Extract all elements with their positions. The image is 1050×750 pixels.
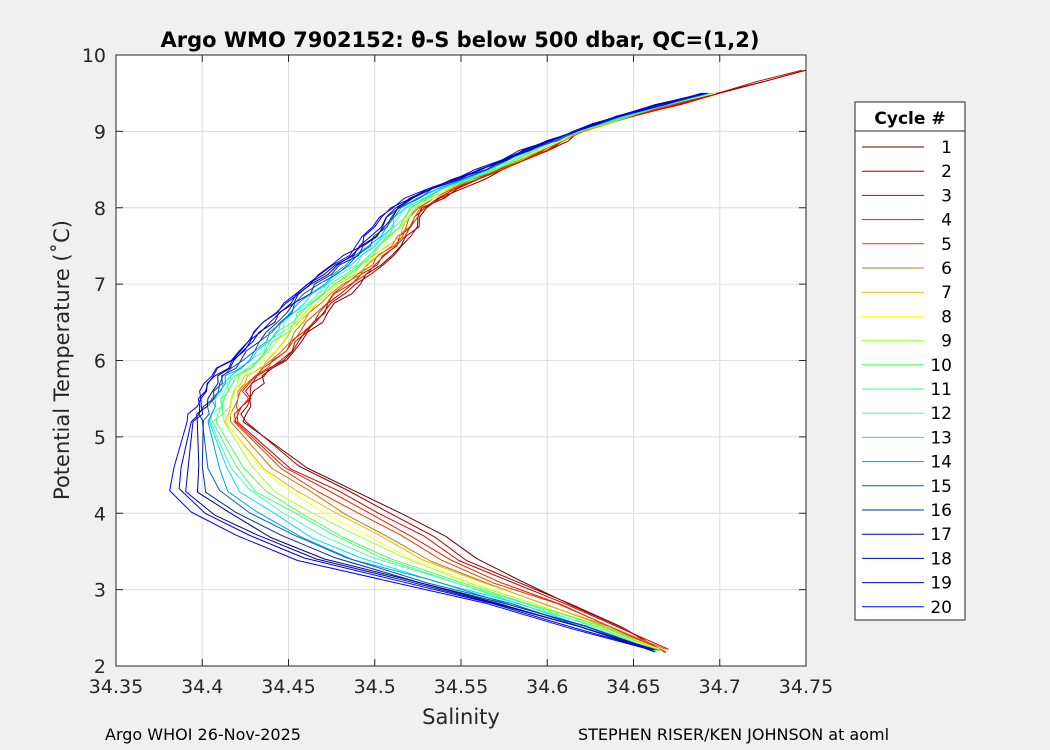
- series-line-cycle-2: [240, 69, 805, 653]
- x-tick-label: 34.65: [606, 676, 660, 698]
- series-line-cycle-20: [169, 92, 706, 650]
- series-line-cycle-5: [233, 92, 716, 651]
- legend-entry-label: 14: [930, 453, 952, 473]
- legend-entry-label: 13: [930, 428, 952, 448]
- x-tick-label: 34.35: [89, 676, 143, 698]
- series-line-cycle-10: [215, 92, 711, 652]
- legend-entry-label: 5: [941, 235, 952, 255]
- x-tick-label: 34.75: [779, 676, 833, 698]
- x-tick-label: 34.55: [434, 676, 488, 698]
- axis-ticks: 34.35 34.4 34.45 34.5 34.55 34.6 34.65 34.7 34.7…: [82, 45, 833, 698]
- legend-entry-label: 2: [941, 162, 952, 182]
- legend-entry-label: 19: [930, 574, 952, 594]
- legend-entry-label: 18: [930, 549, 952, 569]
- y-tick-label: 6: [94, 351, 106, 373]
- legend-entry-label: 15: [930, 477, 952, 497]
- x-tick-label: 34.7: [699, 676, 741, 698]
- legend-entry-label: 16: [930, 501, 952, 521]
- series-line-cycle-14: [207, 92, 709, 653]
- legend-box: [854, 101, 966, 621]
- y-tick-label: 8: [94, 198, 106, 220]
- y-tick-label: 7: [94, 274, 106, 296]
- legend-entry-label: 7: [941, 283, 952, 303]
- series-line-cycle-15: [201, 92, 708, 651]
- series-line-cycle-9: [221, 92, 714, 652]
- y-tick-label: 9: [94, 121, 106, 143]
- legend-entry-label: 11: [930, 380, 952, 400]
- y-tick-label: 2: [94, 656, 106, 678]
- data-series: [169, 69, 807, 653]
- x-tick-label: 34.6: [526, 676, 568, 698]
- legend-entry-label: 17: [930, 525, 952, 545]
- x-axis-label: Salinity: [422, 705, 500, 729]
- y-tick-label: 10: [82, 45, 106, 67]
- legend-entry-label: 10: [930, 356, 952, 376]
- legend-title: Cycle #: [874, 109, 945, 129]
- legend-entry-label: 6: [941, 259, 952, 279]
- series-line-cycle-16: [198, 92, 704, 651]
- series-line-cycle-18: [185, 92, 702, 653]
- chart-title: Argo WMO 7902152: θ-S below 500 dbar, QC…: [161, 28, 760, 52]
- legend-entry-label: 3: [941, 186, 952, 206]
- x-tick-label: 34.4: [181, 676, 223, 698]
- legend-entry-label: 9: [941, 332, 952, 352]
- y-axis-label: Potential Temperature (˚C): [50, 220, 74, 500]
- footer-left: Argo WHOI 26-Nov-2025: [105, 725, 301, 744]
- y-tick-label: 4: [94, 503, 106, 525]
- y-tick-label: 5: [94, 427, 106, 449]
- legend-entry-label: 8: [941, 307, 952, 327]
- x-tick-label: 34.45: [261, 676, 315, 698]
- footer-right: STEPHEN RISER/KEN JOHNSON at aoml: [578, 725, 890, 744]
- y-tick-label: 3: [94, 580, 106, 602]
- legend-entry-label: 1: [941, 138, 952, 158]
- x-tick-label: 34.5: [354, 676, 396, 698]
- series-line-cycle-12: [209, 92, 711, 652]
- legend-entry-label: 20: [930, 598, 952, 618]
- legend-entry-label: 4: [941, 211, 952, 231]
- legend-entry-label: 12: [930, 404, 952, 424]
- series-line-cycle-4: [233, 92, 717, 653]
